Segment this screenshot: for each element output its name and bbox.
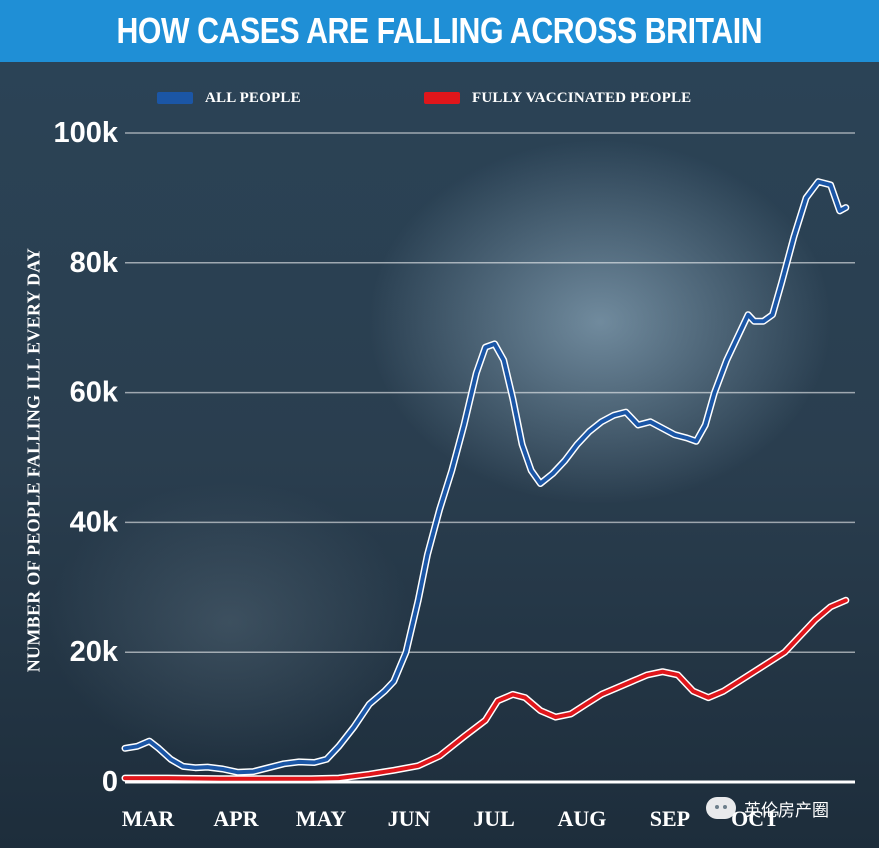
legend-label-vaccinated: FULLY VACCINATED PEOPLE [472,89,692,106]
legend-vaccinated: FULLY VACCINATED PEOPLE [424,88,691,108]
legend-label-all-people: ALL PEOPLE [205,89,301,106]
y-tick-label: 0 [102,766,118,798]
series-line-all-people [123,179,848,775]
series-line-vaccinated [123,598,848,781]
legend-swatch-all-people [157,92,193,104]
background-photo [0,62,879,848]
watermark: 英伦房产圈 [706,796,829,820]
y-tick-label: 40k [70,506,119,538]
y-tick-label: 80k [70,247,119,279]
x-tick-label: MAR [122,806,176,831]
x-tick-label: SEP [650,806,690,831]
series-outline-1 [121,596,850,783]
x-tick-label: OCT [731,806,779,831]
legend-swatch-vaccinated [424,92,460,104]
title-bar: HOW CASES ARE FALLING ACROSS BRITAIN [0,0,879,62]
x-tick-label: MAY [296,806,347,831]
x-tick-label: JUL [473,806,515,831]
y-tick-label: 60k [70,377,119,409]
wechat-icon [706,797,736,819]
x-tick-label: APR [213,806,259,831]
x-tick-label: JUN [388,806,431,831]
watermark-text: 英伦房产圈 [744,800,829,820]
chart-title: HOW CASES ARE FALLING ACROSS BRITAIN [116,10,763,51]
x-tick-label: AUG [558,806,607,831]
y-tick-label: 20k [70,636,119,668]
legend-all-people: ALL PEOPLE [157,88,301,108]
y-tick-label: 100k [53,117,118,149]
